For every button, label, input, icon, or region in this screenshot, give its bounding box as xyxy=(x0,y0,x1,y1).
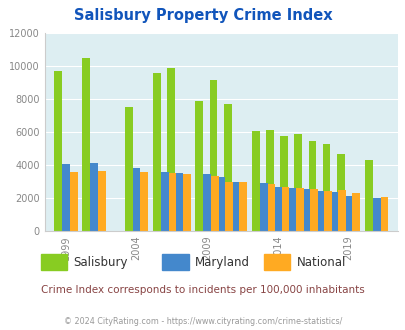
Bar xyxy=(225,182,232,231)
Bar xyxy=(315,191,323,231)
Bar xyxy=(344,196,352,231)
Bar xyxy=(379,197,388,231)
Bar xyxy=(372,198,379,231)
Bar xyxy=(273,187,281,231)
Bar xyxy=(265,130,273,231)
Bar xyxy=(223,104,231,231)
Text: Crime Index corresponds to incidents per 100,000 inhabitants: Crime Index corresponds to incidents per… xyxy=(41,285,364,295)
Bar xyxy=(336,154,344,231)
Bar xyxy=(175,173,182,231)
Bar xyxy=(295,188,303,231)
Bar xyxy=(209,80,217,231)
Bar xyxy=(153,73,160,231)
Bar xyxy=(337,190,345,231)
Bar xyxy=(322,144,330,231)
Bar xyxy=(323,191,331,231)
Bar xyxy=(217,178,225,231)
Bar xyxy=(352,193,359,231)
Bar xyxy=(239,182,247,231)
Bar xyxy=(195,101,203,231)
Text: © 2024 CityRating.com - https://www.cityrating.com/crime-statistics/: © 2024 CityRating.com - https://www.city… xyxy=(64,317,341,326)
Text: Salisbury Property Crime Index: Salisbury Property Crime Index xyxy=(73,8,332,23)
Bar xyxy=(124,107,132,231)
Bar xyxy=(70,172,77,231)
Bar xyxy=(364,160,372,231)
Bar xyxy=(259,183,267,231)
Bar xyxy=(308,141,315,231)
Bar xyxy=(82,58,90,231)
Bar xyxy=(54,71,62,231)
Bar xyxy=(98,171,106,231)
Bar xyxy=(90,163,98,231)
Text: Maryland: Maryland xyxy=(194,256,249,269)
Bar xyxy=(267,184,275,231)
Bar xyxy=(281,187,289,231)
Text: National: National xyxy=(296,256,345,269)
Bar xyxy=(140,172,148,231)
Bar xyxy=(279,136,287,231)
Bar xyxy=(182,174,190,231)
Bar xyxy=(203,174,211,231)
Bar xyxy=(287,188,295,231)
Bar xyxy=(168,173,176,231)
Bar xyxy=(252,131,259,231)
Text: Salisbury: Salisbury xyxy=(73,256,127,269)
Bar xyxy=(231,182,239,231)
Bar xyxy=(160,172,168,231)
Bar xyxy=(132,168,140,231)
Bar xyxy=(62,164,70,231)
Bar xyxy=(330,192,337,231)
Bar xyxy=(301,189,309,231)
Bar xyxy=(167,68,175,231)
Bar xyxy=(309,189,317,231)
Bar xyxy=(211,176,218,231)
Bar xyxy=(294,135,301,231)
